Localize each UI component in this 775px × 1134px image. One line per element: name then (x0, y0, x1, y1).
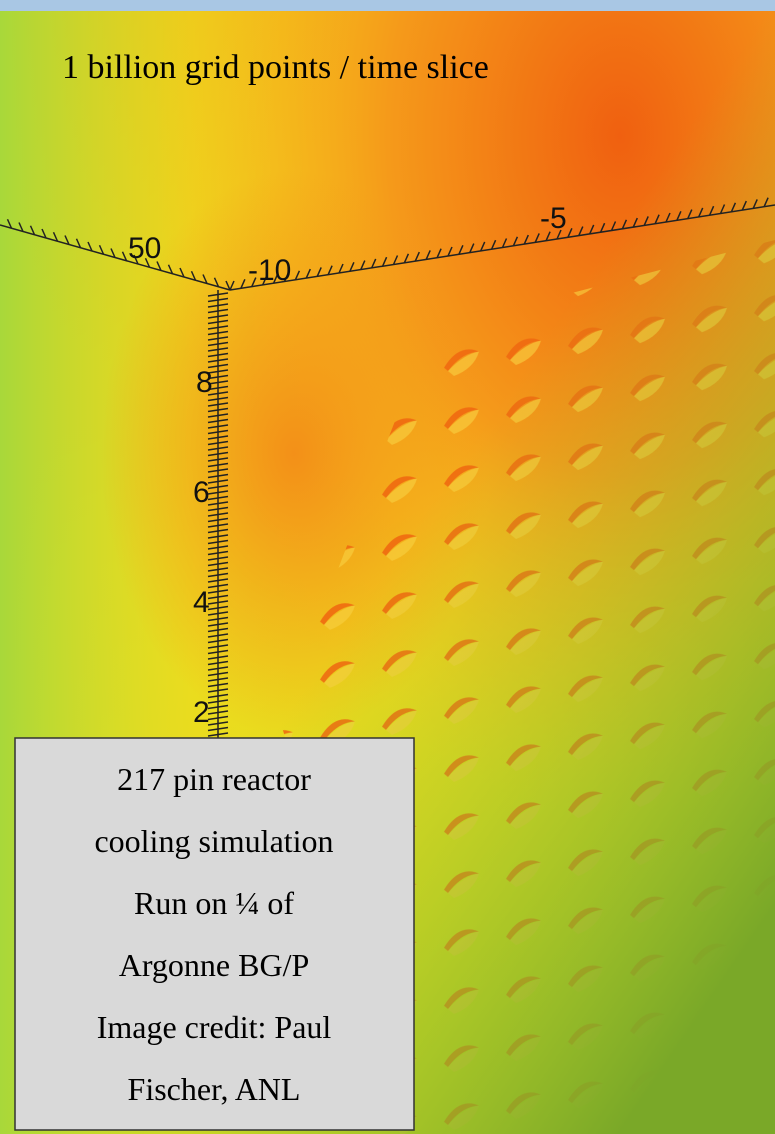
caption-line: Run on ¼ of (134, 885, 294, 921)
caption-line: 217 pin reactor (117, 761, 311, 797)
top-strip (0, 0, 775, 11)
axis-label: 6 (193, 476, 210, 509)
caption-line: Argonne BG/P (119, 947, 310, 983)
axis-label: 4 (193, 586, 210, 619)
caption-line: Fischer, ANL (128, 1071, 301, 1107)
axis-label: -5 (540, 202, 567, 235)
axis-label: 50 (128, 232, 161, 265)
axis-label: -10 (248, 254, 291, 287)
caption-line: Image credit: Paul (97, 1009, 332, 1045)
page: 1 billion grid points / time slice 50 -1… (0, 0, 775, 1134)
axis-label: 2 (193, 696, 210, 729)
caption-line: cooling simulation (94, 823, 333, 859)
title: 1 billion grid points / time slice (62, 49, 489, 86)
axis-label: 8 (196, 366, 213, 399)
simulation-image: 1 billion grid points / time slice 50 -1… (0, 0, 775, 1134)
